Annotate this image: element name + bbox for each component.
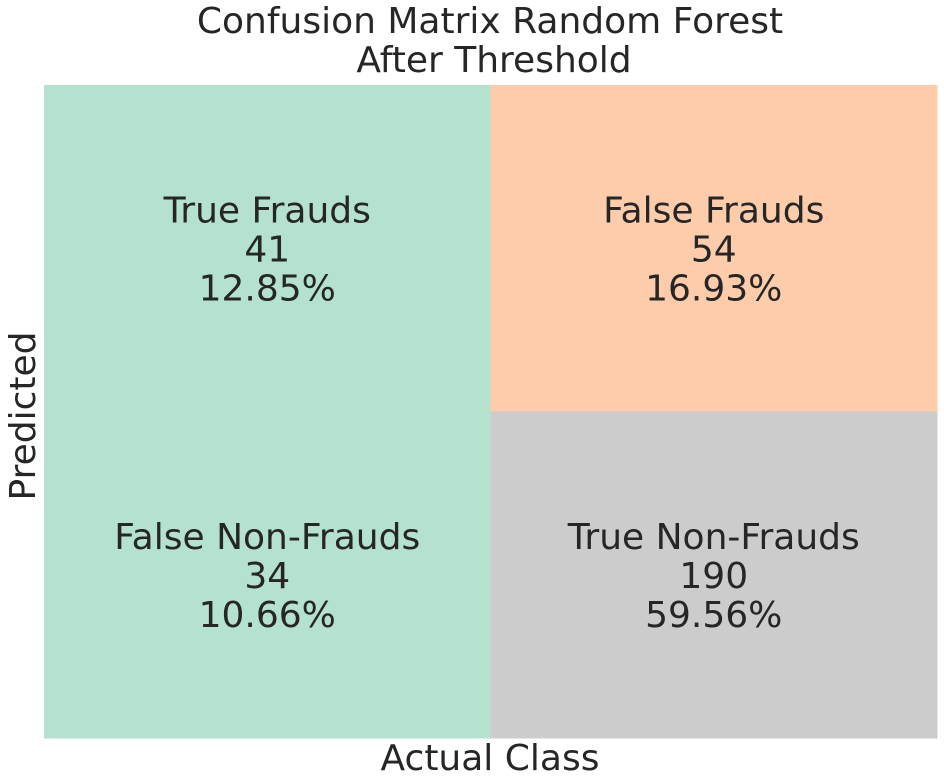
- heatmap-cell-label: True Non-Frauds: [567, 517, 860, 558]
- y-axis-label: Predicted: [3, 332, 44, 501]
- heatmap-cell-rect: [44, 411, 491, 739]
- chart-title: Confusion Matrix Random Forest After Thr…: [197, 1, 783, 81]
- heatmap-cell-percent: 16.93%: [645, 268, 782, 309]
- chart-title-line-1: Confusion Matrix Random Forest: [197, 1, 783, 42]
- heatmap-cell-percent: 59.56%: [645, 595, 782, 636]
- heatmap-cell-label: True Frauds: [163, 190, 371, 231]
- heatmap-cell-count: 41: [244, 229, 290, 270]
- chart-title-line-2: After Threshold: [356, 40, 631, 81]
- heatmap-cell-count: 34: [244, 556, 290, 597]
- heatmap-cell-percent: 12.85%: [199, 268, 336, 309]
- heatmap-cell-count: 190: [679, 556, 748, 597]
- x-axis-label: Actual Class: [381, 738, 600, 779]
- heatmap-cell-rect: [44, 85, 491, 412]
- heatmap-cell-label: False Non-Frauds: [114, 517, 420, 558]
- heatmap-cell-label: False Frauds: [603, 190, 824, 231]
- heatmap-cell-percent: 10.66%: [199, 595, 336, 636]
- heatmap-cell-count: 54: [691, 229, 737, 270]
- heatmap-cell-rect: [490, 411, 938, 739]
- heatmap-cell-rect: [490, 85, 938, 412]
